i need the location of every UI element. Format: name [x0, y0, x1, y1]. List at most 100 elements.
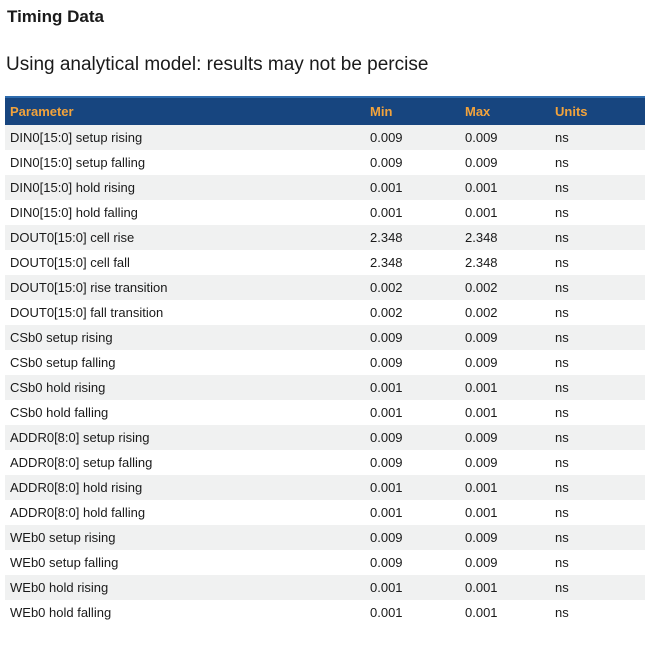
- cell-units: ns: [555, 530, 569, 545]
- table-row: DIN0[15:0] setup rising 0.009 0.009 ns: [5, 125, 645, 150]
- cell-parameter: CSb0 hold falling: [10, 405, 109, 420]
- cell-min: 0.009: [370, 155, 403, 170]
- cell-units: ns: [555, 280, 569, 295]
- cell-units: ns: [555, 130, 569, 145]
- cell-max: 0.001: [465, 605, 498, 620]
- cell-units: ns: [555, 230, 569, 245]
- cell-parameter: WEb0 setup falling: [10, 555, 119, 570]
- cell-min: 0.002: [370, 305, 403, 320]
- cell-units: ns: [555, 380, 569, 395]
- table-row: WEb0 hold falling 0.001 0.001 ns: [5, 600, 645, 625]
- cell-units: ns: [555, 505, 569, 520]
- cell-parameter: DIN0[15:0] setup falling: [10, 155, 146, 170]
- cell-min: 0.001: [370, 205, 403, 220]
- cell-units: ns: [555, 255, 569, 270]
- cell-units: ns: [555, 355, 569, 370]
- cell-units: ns: [555, 330, 569, 345]
- table-body: DIN0[15:0] setup rising 0.009 0.009 ns DIN0[…: [5, 125, 645, 625]
- column-header-max: Max: [460, 96, 550, 125]
- table-row: DOUT0[15:0] fall transition 0.002 0.002 ns: [5, 300, 645, 325]
- table-row: WEb0 setup falling 0.009 0.009 ns: [5, 550, 645, 575]
- cell-max: 0.001: [465, 180, 498, 195]
- cell-parameter: DOUT0[15:0] cell fall: [10, 255, 130, 270]
- table-row: CSb0 setup falling 0.009 0.009 ns: [5, 350, 645, 375]
- cell-max: 0.001: [465, 580, 498, 595]
- cell-units: ns: [555, 205, 569, 220]
- cell-min: 0.009: [370, 430, 403, 445]
- column-header-min: Min: [365, 96, 460, 125]
- table-row: DIN0[15:0] hold rising 0.001 0.001 ns: [5, 175, 645, 200]
- table-row: DIN0[15:0] hold falling 0.001 0.001 ns: [5, 200, 645, 225]
- cell-min: 0.001: [370, 605, 403, 620]
- cell-min: 0.009: [370, 355, 403, 370]
- page-title: Timing Data: [7, 7, 104, 26]
- cell-min: 2.348: [370, 230, 403, 245]
- cell-min: 0.001: [370, 580, 403, 595]
- cell-min: 0.009: [370, 130, 403, 145]
- page-subtitle: Using analytical model: results may not …: [6, 54, 429, 75]
- table-row: ADDR0[8:0] setup falling 0.009 0.009 ns: [5, 450, 645, 475]
- cell-units: ns: [555, 555, 569, 570]
- cell-max: 2.348: [465, 255, 498, 270]
- cell-max: 0.001: [465, 480, 498, 495]
- cell-parameter: DIN0[15:0] hold falling: [10, 205, 138, 220]
- table-row: DIN0[15:0] setup falling 0.009 0.009 ns: [5, 150, 645, 175]
- table-row: DOUT0[15:0] cell fall 2.348 2.348 ns: [5, 250, 645, 275]
- cell-parameter: DOUT0[15:0] rise transition: [10, 280, 168, 295]
- table-row: CSb0 hold rising 0.001 0.001 ns: [5, 375, 645, 400]
- cell-units: ns: [555, 180, 569, 195]
- cell-max: 0.009: [465, 355, 498, 370]
- cell-max: 0.001: [465, 205, 498, 220]
- cell-min: 0.009: [370, 555, 403, 570]
- cell-max: 0.009: [465, 155, 498, 170]
- cell-parameter: DIN0[15:0] hold rising: [10, 180, 136, 195]
- cell-parameter: DOUT0[15:0] cell rise: [10, 230, 135, 245]
- cell-parameter: ADDR0[8:0] setup rising: [10, 430, 150, 445]
- cell-max: 0.001: [465, 380, 498, 395]
- cell-min: 0.001: [370, 180, 403, 195]
- cell-units: ns: [555, 580, 569, 595]
- table-row: WEb0 setup rising 0.009 0.009 ns: [5, 525, 645, 550]
- cell-units: ns: [555, 430, 569, 445]
- table-row: ADDR0[8:0] hold falling 0.001 0.001 ns: [5, 500, 645, 525]
- table-header-row: Parameter Min Max Units: [5, 96, 645, 125]
- cell-min: 2.348: [370, 255, 403, 270]
- cell-min: 0.001: [370, 380, 403, 395]
- cell-parameter: CSb0 setup rising: [10, 330, 113, 345]
- table-row: DOUT0[15:0] rise transition 0.002 0.002 ns: [5, 275, 645, 300]
- table-row: CSb0 setup rising 0.009 0.009 ns: [5, 325, 645, 350]
- cell-max: 0.009: [465, 455, 498, 470]
- cell-parameter: CSb0 setup falling: [10, 355, 116, 370]
- cell-parameter: ADDR0[8:0] setup falling: [10, 455, 153, 470]
- column-header-units: Units: [550, 96, 645, 125]
- cell-units: ns: [555, 480, 569, 495]
- cell-min: 0.002: [370, 280, 403, 295]
- cell-max: 0.002: [465, 305, 498, 320]
- cell-units: ns: [555, 155, 569, 170]
- table-row: ADDR0[8:0] setup rising 0.009 0.009 ns: [5, 425, 645, 450]
- cell-max: 0.001: [465, 405, 498, 420]
- cell-parameter: WEb0 setup rising: [10, 530, 116, 545]
- cell-max: 0.009: [465, 530, 498, 545]
- cell-min: 0.001: [370, 505, 403, 520]
- cell-units: ns: [555, 405, 569, 420]
- cell-parameter: ADDR0[8:0] hold falling: [10, 505, 146, 520]
- cell-max: 0.002: [465, 280, 498, 295]
- cell-max: 0.001: [465, 505, 498, 520]
- table-row: DOUT0[15:0] cell rise 2.348 2.348 ns: [5, 225, 645, 250]
- column-header-parameter: Parameter: [5, 96, 365, 125]
- table-row: CSb0 hold falling 0.001 0.001 ns: [5, 400, 645, 425]
- cell-parameter: DIN0[15:0] setup rising: [10, 130, 143, 145]
- cell-min: 0.001: [370, 480, 403, 495]
- timing-data-table: Parameter Min Max Units DIN0[15:0] setup…: [5, 96, 645, 625]
- cell-parameter: WEb0 hold rising: [10, 580, 109, 595]
- cell-max: 0.009: [465, 555, 498, 570]
- cell-max: 0.009: [465, 130, 498, 145]
- cell-parameter: CSb0 hold rising: [10, 380, 106, 395]
- cell-min: 0.009: [370, 530, 403, 545]
- cell-units: ns: [555, 305, 569, 320]
- cell-max: 0.009: [465, 330, 498, 345]
- cell-parameter: ADDR0[8:0] hold rising: [10, 480, 143, 495]
- table-row: WEb0 hold rising 0.001 0.001 ns: [5, 575, 645, 600]
- cell-max: 2.348: [465, 230, 498, 245]
